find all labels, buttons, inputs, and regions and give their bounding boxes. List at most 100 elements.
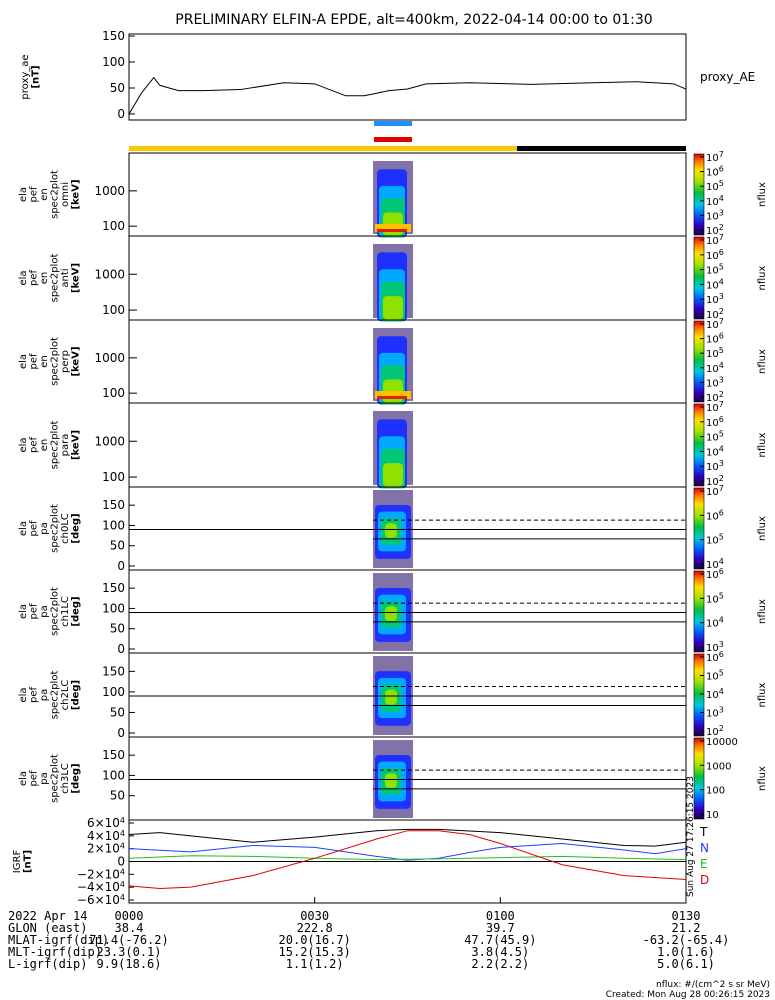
y-tick-label: 100	[102, 386, 125, 400]
colorbar-label: nflux	[757, 432, 768, 457]
colorbar-tick-label: 105	[706, 346, 724, 360]
igrf-legend-E: E	[700, 857, 708, 871]
colorbar-label: nflux	[757, 265, 768, 290]
igrf-legend-T: T	[699, 825, 708, 839]
y-label-line: ela	[18, 270, 29, 285]
footer-value: 0030	[300, 909, 329, 923]
spectrogram-layer	[385, 773, 397, 789]
colorbar-tick-label: 102	[706, 390, 724, 404]
igrf-series-D	[128, 830, 687, 889]
colorbar-tick-label: 103	[706, 208, 724, 222]
y-axis-label: proxy_ae [nT]	[20, 54, 42, 99]
y-tick-label: 100	[102, 55, 125, 69]
colorbar-tick-label: 105	[706, 669, 724, 683]
y-tick-label: 0	[117, 559, 125, 573]
igrf-legend-D: D	[700, 873, 709, 887]
panel-pa_ch3: ela pef pa spec2plot ch3LC [deg] 50 100 150	[18, 736, 687, 821]
y-label-line: pef	[29, 520, 40, 537]
igrf-series-N	[128, 843, 687, 861]
y-tick-label: −4×104	[77, 880, 125, 894]
y-label-line: [deg]	[71, 596, 82, 626]
colorbar-strip	[693, 570, 705, 653]
spectrogram-layer	[377, 396, 407, 399]
colorbar-tick-label: 103	[706, 459, 724, 473]
panel-en_para: ela pef en spec2plot para [keV] 100 1000	[18, 402, 687, 489]
y-axis-label: ela pef pa spec2plot ch1LC [deg]	[18, 587, 82, 636]
y-tick-label: 0	[117, 107, 125, 121]
colorbar-tick-label: 100	[706, 786, 725, 797]
footer-value: 23.3(0.1)	[96, 945, 161, 959]
y-label-line: en	[39, 188, 50, 201]
y-label-line: [keV]	[71, 263, 82, 293]
proxy-ae-legend: proxy_AE	[700, 70, 755, 84]
colorbar-label: nflux	[757, 682, 768, 707]
y-label-line: pef	[29, 687, 40, 704]
igrf-series-T	[128, 828, 687, 847]
y-tick-label: 50	[110, 705, 125, 719]
colorbar-tick-label: 105	[706, 430, 724, 444]
colorbar-tick-label: 104	[706, 687, 724, 701]
y-label-line: ela	[18, 771, 29, 786]
y-label-line: ch2LC	[60, 680, 71, 711]
footer-value: 15.2(15.3)	[279, 945, 351, 959]
orbit-marker-red	[374, 137, 412, 142]
y-tick-label: 100	[102, 518, 125, 532]
y-label-line: pef	[29, 353, 40, 370]
y-tick-label: 50	[110, 81, 125, 95]
colorbar-area: 102103104105106107nflux10210310410510610…	[693, 150, 768, 821]
y-tick-label: 1000	[94, 351, 125, 365]
y-tick-label: 100	[102, 768, 125, 782]
footer-value: 20.0(16.7)	[279, 933, 351, 947]
footer-value: 38.4	[115, 921, 144, 935]
colorbar-tick-label: 105	[706, 263, 724, 277]
spectrogram-layer	[385, 606, 397, 622]
y-tick-label: 100	[102, 219, 125, 233]
y-label-line: spec2plot	[50, 671, 61, 720]
y-axis-label: ela pef pa spec2plot ch2LC [deg]	[18, 671, 82, 720]
footer-value: -63.2(-65.4)	[643, 933, 730, 947]
footer-value: 0000	[115, 909, 144, 923]
y-label-line: en	[39, 355, 50, 368]
y-label-line: ela	[18, 521, 29, 536]
y-tick-label: 100	[102, 470, 125, 484]
y-label-line: en	[39, 439, 50, 452]
y-tick-label: 150	[102, 664, 125, 678]
footer-row-label: MLAT-igrf(dip)	[8, 933, 109, 947]
footer-value: 1.1(1.2)	[286, 957, 344, 971]
colorbar-tick-label: 107	[706, 400, 724, 414]
footer-value: 47.7(45.9)	[464, 933, 536, 947]
y-label-line: proxy_ae	[20, 54, 31, 99]
colorbar-pa_ch1: 103 104 105 106 nflux	[693, 567, 768, 654]
colorbar-pa_ch2: 102 103 104 105 106 nflux	[693, 650, 768, 738]
y-tick-label: 2×104	[87, 842, 125, 856]
colorbar-tick-label: 102	[706, 474, 724, 488]
colorbar-tick-label: 106	[706, 650, 724, 664]
y-label-line: pa	[39, 605, 50, 617]
y-tick-label: 50	[110, 622, 125, 636]
spectrogram	[373, 328, 413, 405]
colorbar-tick-label: 10000	[706, 737, 738, 748]
spectrogram-layer	[385, 689, 397, 705]
igrf-legend-N: N	[700, 841, 709, 855]
colorbar-tick-label: 104	[706, 616, 724, 630]
colorbar-strip	[693, 653, 705, 737]
footer-value: 5.0(6.1)	[657, 957, 715, 971]
y-tick-label: 150	[102, 498, 125, 512]
colorbar-tick-label: 104	[706, 361, 724, 375]
footer-row-label: 2022 Apr 14	[8, 909, 87, 923]
y-tick-label: 0	[117, 642, 125, 656]
proxy-ae-line	[128, 76, 687, 115]
colorbar-tick-label: 102	[706, 724, 724, 738]
spectrogram	[373, 740, 413, 818]
y-axis-label: ela pef pa spec2plot ch0LC [deg]	[18, 504, 82, 553]
colorbar-tick-label: 104	[706, 444, 724, 458]
spectrogram-layer	[375, 391, 411, 399]
colorbar-tick-label: 103	[706, 375, 724, 389]
y-tick-label: 50	[110, 789, 125, 803]
orbit-marker-blue	[374, 121, 412, 126]
colorbar-tick-label: 105	[706, 533, 724, 547]
y-tick-label: 0	[117, 855, 125, 869]
colorbar-tick-label: 107	[706, 150, 724, 164]
